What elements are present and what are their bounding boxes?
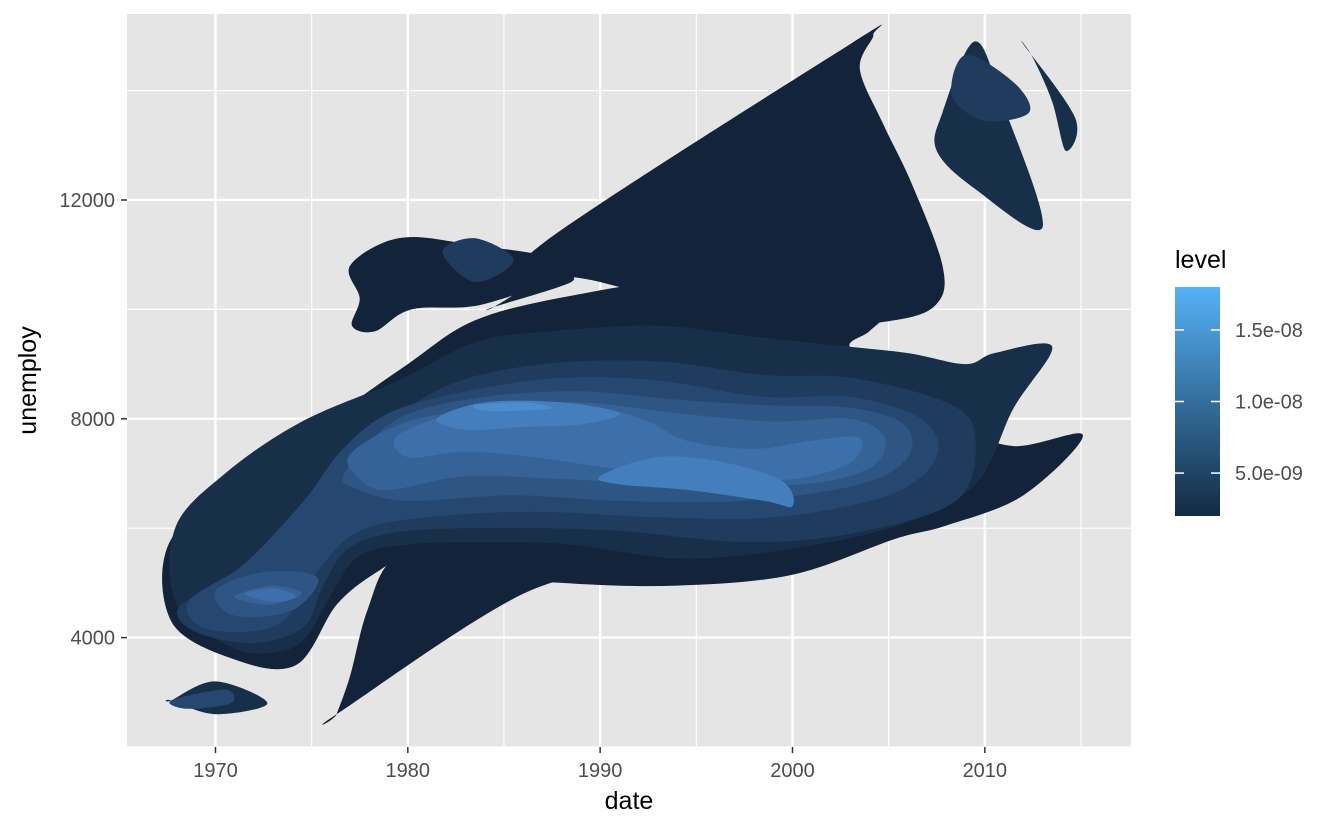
y-axis-title: unemploy	[14, 326, 42, 435]
density-band-level-3	[442, 238, 514, 283]
y-tick-label: 12000	[59, 190, 115, 212]
y-tick-label: 8000	[71, 409, 116, 431]
density-band-level-1	[485, 272, 575, 311]
density-band-level-3	[951, 54, 1031, 122]
density-band-level-8	[598, 456, 794, 508]
density-bands	[162, 24, 1083, 725]
legend: level 5.0e-09 1.0e-08 1.5e-08	[1175, 246, 1303, 516]
legend-tick-label: 1.0e-08	[1235, 392, 1303, 414]
density-band-level-9	[472, 402, 553, 412]
axes: 1970 1980 1990 2000 2010 4000 8000 12000	[59, 190, 1007, 782]
x-tick-label: 1990	[578, 760, 623, 782]
x-tick-label: 1980	[386, 760, 431, 782]
x-tick-label: 1970	[193, 760, 238, 782]
y-tick-label: 4000	[71, 628, 116, 650]
legend-tick-label: 5.0e-09	[1235, 463, 1303, 485]
density-band-level-1	[322, 538, 668, 725]
legend-ticks: 5.0e-09 1.0e-08 1.5e-08	[1175, 320, 1303, 485]
legend-tick-label: 1.5e-08	[1235, 320, 1303, 342]
density-band-level-1	[520, 24, 945, 327]
legend-title: level	[1175, 246, 1226, 274]
x-tick-label: 2000	[770, 760, 815, 782]
density-band-level-7	[244, 588, 297, 603]
density-band-level-1	[348, 236, 574, 333]
x-tick-label: 2010	[963, 760, 1008, 782]
density-band-level-2	[1021, 40, 1078, 152]
x-axis-title: date	[605, 787, 654, 815]
density-band-level-4	[169, 689, 235, 709]
